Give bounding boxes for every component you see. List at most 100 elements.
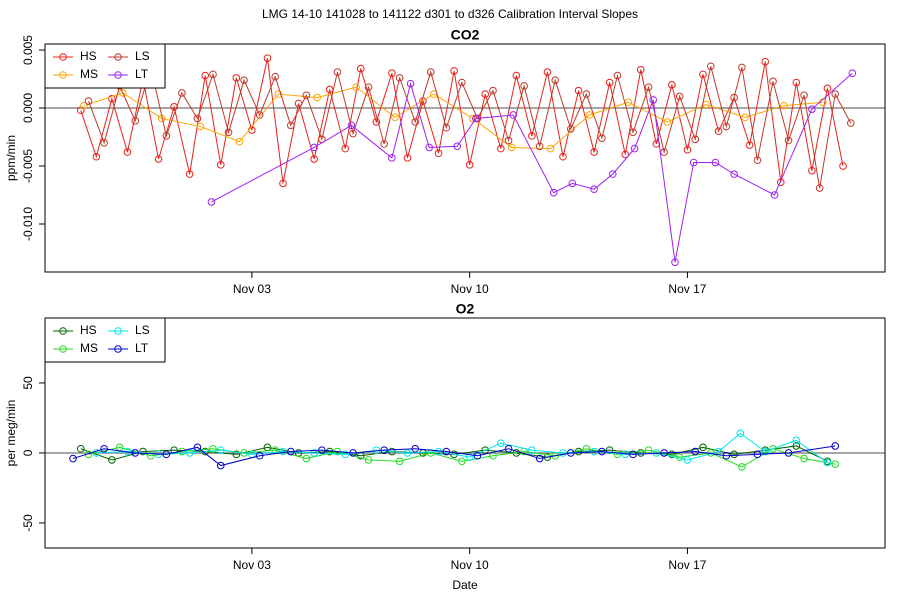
series-line bbox=[72, 445, 836, 467]
point bbox=[699, 443, 707, 452]
point bbox=[770, 191, 779, 199]
point bbox=[711, 158, 720, 167]
point bbox=[391, 113, 399, 122]
point bbox=[808, 166, 816, 175]
point bbox=[349, 129, 357, 138]
point bbox=[224, 128, 233, 137]
point bbox=[512, 71, 521, 80]
point bbox=[162, 132, 171, 140]
point bbox=[196, 122, 205, 131]
legend-marker bbox=[114, 327, 122, 335]
point bbox=[738, 63, 746, 72]
point bbox=[380, 446, 388, 454]
point bbox=[453, 142, 462, 151]
point bbox=[146, 451, 155, 460]
y-tick-label: -0.010 bbox=[21, 207, 35, 241]
point bbox=[271, 72, 280, 81]
point bbox=[216, 446, 225, 454]
chart-title: CO2 bbox=[451, 27, 480, 43]
point bbox=[608, 170, 617, 178]
point bbox=[364, 456, 373, 464]
point bbox=[411, 444, 420, 453]
point bbox=[473, 451, 482, 460]
point bbox=[92, 152, 101, 161]
point bbox=[286, 121, 295, 130]
point bbox=[636, 65, 645, 74]
point bbox=[792, 78, 801, 87]
point bbox=[784, 136, 793, 145]
y-tick-label: -0.005 bbox=[21, 149, 35, 183]
point bbox=[403, 449, 412, 457]
point bbox=[792, 442, 801, 450]
y-tick-label: 0.005 bbox=[21, 35, 35, 65]
point bbox=[395, 457, 404, 466]
point bbox=[313, 93, 322, 102]
point bbox=[761, 57, 770, 66]
point bbox=[815, 184, 824, 192]
point bbox=[776, 178, 785, 187]
point bbox=[310, 155, 318, 163]
point bbox=[201, 71, 210, 80]
point bbox=[730, 170, 738, 178]
point bbox=[69, 454, 77, 463]
point bbox=[629, 450, 637, 459]
point bbox=[193, 443, 202, 452]
point bbox=[691, 135, 700, 144]
point bbox=[671, 258, 679, 267]
point bbox=[736, 429, 745, 438]
point bbox=[585, 111, 594, 119]
point bbox=[333, 68, 342, 76]
point bbox=[509, 111, 518, 119]
legend-label: LT bbox=[135, 341, 149, 355]
point bbox=[232, 450, 241, 459]
x-axis-label: Date bbox=[452, 578, 478, 592]
point bbox=[131, 449, 140, 457]
legend-marker bbox=[114, 53, 122, 61]
point bbox=[450, 450, 458, 459]
point bbox=[543, 453, 552, 461]
point bbox=[302, 454, 311, 463]
point bbox=[364, 83, 373, 91]
point bbox=[232, 74, 241, 82]
y-axis-label: ppm/min bbox=[4, 135, 18, 181]
point bbox=[520, 82, 528, 90]
point bbox=[660, 449, 668, 457]
point bbox=[753, 450, 762, 459]
point bbox=[310, 449, 318, 457]
page-title: LMG 14-10 141028 to 141122 d301 to d326 … bbox=[262, 7, 638, 21]
y-tick-label: -50 bbox=[21, 514, 35, 532]
point bbox=[274, 90, 283, 98]
point bbox=[356, 64, 365, 73]
legend-box bbox=[44, 43, 166, 89]
point bbox=[528, 132, 536, 140]
series-line bbox=[96, 432, 828, 464]
point bbox=[831, 460, 840, 468]
point bbox=[450, 67, 458, 75]
x-tick-label: Nov 03 bbox=[233, 558, 271, 572]
legend-marker bbox=[59, 327, 67, 335]
point bbox=[235, 137, 244, 146]
point bbox=[745, 141, 754, 149]
point bbox=[551, 76, 560, 84]
point bbox=[426, 68, 435, 76]
point bbox=[559, 152, 567, 161]
point bbox=[741, 113, 749, 122]
point bbox=[472, 114, 480, 123]
point bbox=[800, 91, 808, 100]
point bbox=[566, 125, 575, 133]
legend-label: LS bbox=[135, 49, 150, 63]
point bbox=[691, 447, 700, 456]
point bbox=[644, 83, 653, 91]
point bbox=[730, 450, 738, 459]
point bbox=[207, 198, 216, 206]
point bbox=[568, 179, 577, 188]
point bbox=[178, 89, 186, 97]
point bbox=[170, 103, 178, 111]
point bbox=[108, 456, 116, 464]
point bbox=[154, 155, 163, 163]
point bbox=[559, 449, 567, 457]
x-tick-label: Nov 10 bbox=[451, 558, 489, 572]
legend-label: HS bbox=[80, 49, 97, 63]
point bbox=[504, 444, 513, 453]
point bbox=[722, 122, 731, 131]
